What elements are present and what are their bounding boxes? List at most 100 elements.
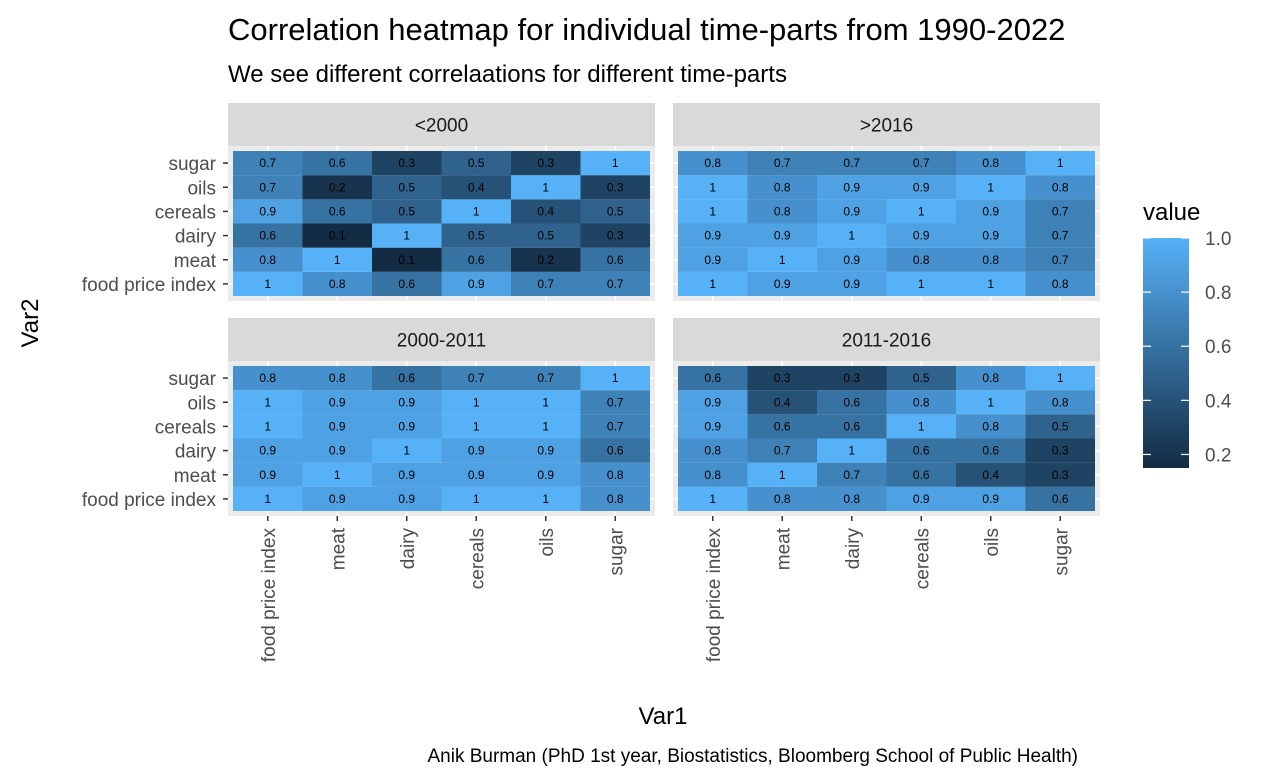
heatmap-cell — [372, 486, 442, 511]
heatmap-cell — [441, 199, 511, 224]
facet-2011-2016: 2011-2016 1 0.8 0.8 0.9 0.9 0.6 0.8 1 0.7 0.6 0.4 0.… — [673, 318, 1100, 662]
heatmap-cell — [233, 486, 303, 511]
cell-value-label: 0.3 — [537, 156, 554, 170]
heatmap-cell — [886, 486, 956, 511]
heatmap-cell — [886, 462, 956, 487]
heatmap-cell — [817, 271, 887, 296]
heatmap-cell — [886, 151, 956, 176]
heatmap-cell — [956, 271, 1026, 296]
heatmap-cell — [372, 438, 442, 463]
heatmap-cell — [302, 414, 372, 439]
heatmap-cell — [233, 175, 303, 200]
heatmap-cell — [817, 414, 887, 439]
cell-value-label: 1 — [542, 492, 549, 506]
cell-value-label: 1 — [542, 180, 549, 194]
cell-value-label: 0.8 — [1052, 395, 1069, 409]
facet-strip — [228, 103, 655, 146]
chart-title: Correlation heatmap for individual time-… — [228, 12, 1065, 47]
cell-value-label: 0.8 — [843, 492, 860, 506]
heatmap-cell — [747, 223, 817, 248]
cell-value-label: 0.9 — [468, 468, 485, 482]
heatmap-cell — [233, 438, 303, 463]
cell-value-label: 0.7 — [537, 277, 554, 291]
cell-value-label: 1 — [918, 419, 925, 433]
y-tick-label: meat — [174, 251, 217, 272]
heatmap-cell — [817, 438, 887, 463]
cell-value-label: 0.3 — [398, 156, 415, 170]
heatmap-cell — [233, 199, 303, 224]
cell-value-label: 0.5 — [398, 180, 415, 194]
cell-value-label: 0.8 — [913, 253, 930, 267]
facet-2000: <2000 1 0.8 0.6 0.9 0.7 0.7 0.8 1 0.1 0.6 0.2 0.6 0.6… — [82, 103, 655, 301]
cell-value-label: 0.7 — [774, 444, 791, 458]
heatmap-cell — [1025, 486, 1095, 511]
cell-value-label: 0.7 — [607, 277, 624, 291]
heatmap-cell — [678, 199, 748, 224]
cell-value-label: 0.6 — [843, 419, 860, 433]
cell-value-label: 1 — [403, 444, 410, 458]
heatmap-cell — [886, 223, 956, 248]
cell-value-label: 0.8 — [913, 395, 930, 409]
cell-value-label: 0.8 — [329, 371, 346, 385]
cell-value-label: 0.6 — [259, 229, 276, 243]
cell-value-label: 0.7 — [1052, 253, 1069, 267]
cell-value-label: 1 — [612, 371, 619, 385]
heatmap-cell — [441, 414, 511, 439]
heatmap-cell — [511, 390, 581, 415]
heatmap-cell — [678, 175, 748, 200]
heatmap-cell — [441, 366, 511, 391]
chart-caption: Anik Burman (PhD 1st year, Biostatistics… — [427, 746, 1078, 767]
x-tick-label: meat — [773, 527, 794, 570]
cell-value-label: 1 — [848, 444, 855, 458]
x-axis-title: Var1 — [639, 703, 688, 730]
heatmap-cell — [441, 247, 511, 272]
heatmap-cell — [956, 247, 1026, 272]
heatmap-cell — [886, 199, 956, 224]
cell-value-label: 0.1 — [329, 229, 346, 243]
cell-value-label: 0.8 — [607, 468, 624, 482]
facet-strip-label: 2011-2016 — [842, 331, 931, 352]
cell-value-label: 0.8 — [982, 371, 999, 385]
cell-value-label: 1 — [918, 204, 925, 218]
cell-value-label: 0.8 — [607, 492, 624, 506]
cell-value-label: 0.9 — [774, 229, 791, 243]
cell-value-label: 0.9 — [537, 444, 554, 458]
cell-value-label: 1 — [1057, 156, 1064, 170]
cell-value-label: 1 — [334, 253, 341, 267]
heatmap-cell — [580, 271, 650, 296]
cell-value-label: 1 — [264, 277, 271, 291]
cell-value-label: 0.9 — [259, 444, 276, 458]
heatmap-cell — [817, 366, 887, 391]
cell-value-label: 0.4 — [982, 468, 999, 482]
facet-2000-2011: 2000-2011 1 0.9 0.9 1 1 0.8 0.9 1 0.9 0.9 0.9 0.8 0.9… — [82, 318, 655, 662]
heatmap-cell — [302, 223, 372, 248]
cell-value-label: 0.5 — [607, 204, 624, 218]
heatmap-cell — [302, 271, 372, 296]
y-tick-label: food price index — [82, 275, 217, 296]
cell-value-label: 0.3 — [1052, 468, 1069, 482]
heatmap-cell — [886, 390, 956, 415]
cell-value-label: 0.7 — [1052, 204, 1069, 218]
heatmap-cell — [747, 199, 817, 224]
heatmap-cell — [511, 414, 581, 439]
heatmap-cell — [511, 199, 581, 224]
heatmap-cell — [302, 151, 372, 176]
heatmap-cell — [747, 175, 817, 200]
cell-value-label: 1 — [779, 253, 786, 267]
cell-value-label: 0.3 — [1052, 444, 1069, 458]
legend-tick-label: 0.2 — [1205, 445, 1231, 466]
cell-value-label: 0.5 — [468, 229, 485, 243]
cell-value-label: 0.8 — [774, 180, 791, 194]
cell-value-label: 0.3 — [774, 371, 791, 385]
heatmap-cell — [1025, 462, 1095, 487]
facet-strip — [673, 103, 1100, 146]
heatmap-cell — [1025, 438, 1095, 463]
heatmap-cell — [302, 366, 372, 391]
cell-value-label: 0.9 — [468, 277, 485, 291]
cell-value-label: 0.8 — [704, 156, 721, 170]
cell-value-label: 0.9 — [982, 492, 999, 506]
cell-value-label: 0.7 — [607, 395, 624, 409]
cell-value-label: 1 — [473, 492, 480, 506]
chart-subtitle: We see different correlaations for diffe… — [228, 61, 787, 88]
cell-value-label: 0.7 — [774, 156, 791, 170]
